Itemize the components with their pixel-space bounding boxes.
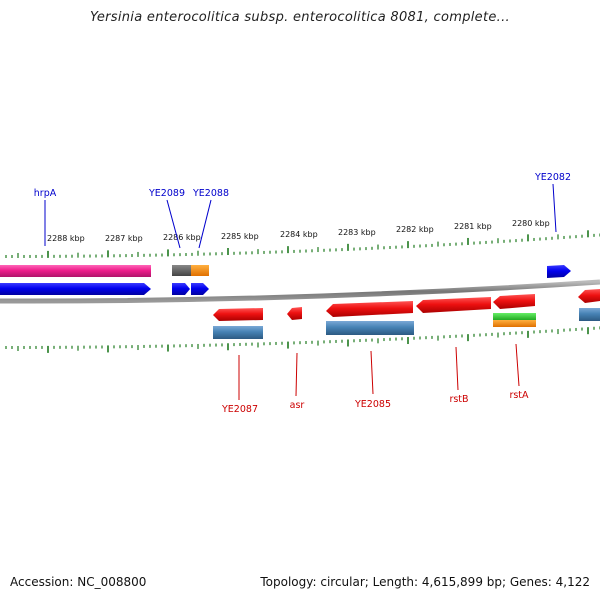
tick-label-2285: 2285 kbp [221, 232, 259, 241]
scale-labels: 2288 kbp 2287 kbp 2286 kbp 2285 kbp 2284… [47, 219, 550, 243]
tick-label-2288: 2288 kbp [47, 234, 85, 243]
feature-orange-block-2[interactable] [493, 320, 536, 327]
gene-YE2087[interactable] [213, 308, 263, 321]
top-labels: hrpA YE2089 YE2088 YE2082 [34, 172, 571, 249]
gene-YE2088[interactable] [191, 283, 209, 295]
genome-title: Yersinia enterocolitica subsp. enterocol… [90, 10, 510, 25]
tick-label-2286: 2286 kbp [163, 233, 201, 242]
tick-label-2282: 2282 kbp [396, 225, 434, 234]
feature-gray-block[interactable] [172, 265, 191, 276]
accession-label: Accession: NC_008800 [10, 575, 147, 589]
reverse-strand [213, 289, 600, 339]
gene-label-YE2082[interactable]: YE2082 [534, 172, 571, 183]
gene-label-hrpA[interactable]: hrpA [34, 188, 57, 199]
feature-offscreen-steel[interactable] [579, 308, 600, 321]
gene-YE2089[interactable] [172, 283, 190, 295]
gene-rstB[interactable] [416, 297, 491, 313]
leader-YE2085 [370, 350, 374, 395]
scale-ticks-bottom [5, 326, 600, 353]
gene-YE2082[interactable] [547, 265, 571, 278]
gene-hrpA-outer[interactable] [0, 265, 151, 277]
gene-label-YE2085[interactable]: YE2085 [354, 399, 391, 410]
gene-label-rstB[interactable]: rstB [449, 394, 468, 405]
gene-rstA[interactable] [493, 294, 535, 309]
feature-YE2087-block[interactable] [213, 326, 263, 339]
leader-YE2082 [552, 183, 557, 233]
gene-label-YE2088[interactable]: YE2088 [192, 188, 229, 199]
tick-label-2287: 2287 kbp [105, 234, 143, 243]
gene-asr[interactable] [287, 307, 302, 320]
gene-YE2085[interactable] [326, 301, 413, 317]
leader-rstB [455, 346, 459, 391]
leader-asr [295, 352, 298, 397]
tick-label-2283: 2283 kbp [338, 228, 376, 237]
feature-YE2085-block[interactable] [326, 321, 414, 335]
leader-rstA [515, 343, 520, 387]
gene-label-rstA[interactable]: rstA [509, 390, 529, 401]
scale-ticks-top [5, 230, 600, 258]
tick-label-2281: 2281 kbp [454, 222, 492, 231]
gene-hrpA[interactable] [0, 283, 151, 295]
tick-label-2284: 2284 kbp [280, 230, 318, 239]
tick-label-2280: 2280 kbp [512, 219, 550, 228]
forward-strand [0, 265, 571, 295]
feature-orange-block[interactable] [191, 265, 209, 276]
gene-label-YE2087[interactable]: YE2087 [221, 404, 258, 415]
bottom-labels: YE2087 asr YE2085 rstB rstA [221, 343, 529, 415]
leader-YE2088 [198, 199, 212, 249]
genome-summary: Topology: circular; Length: 4,615,899 bp… [260, 575, 590, 589]
gene-label-YE2089[interactable]: YE2089 [148, 188, 185, 199]
gene-offscreen-red[interactable] [578, 289, 600, 303]
feature-green-block[interactable] [493, 313, 536, 320]
leader-YE2089 [166, 199, 181, 249]
genome-backbone [0, 279, 600, 304]
gene-label-asr[interactable]: asr [290, 400, 305, 411]
